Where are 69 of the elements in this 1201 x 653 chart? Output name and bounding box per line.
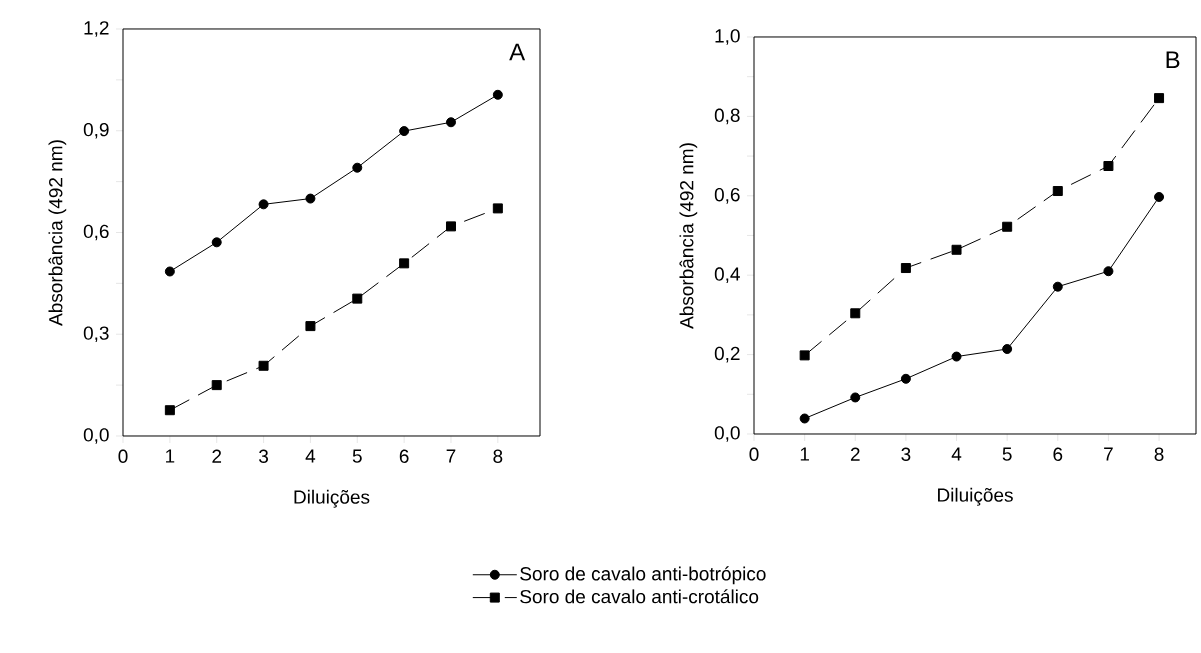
x-tick-label: 2 <box>850 447 860 461</box>
x-tick-label: 0 <box>749 447 759 461</box>
point <box>1103 161 1114 172</box>
point <box>399 126 410 137</box>
point <box>492 203 503 214</box>
point <box>1154 191 1165 202</box>
x-axis-title: Diluições <box>294 489 370 508</box>
point <box>352 293 363 304</box>
point <box>445 117 456 128</box>
point <box>900 263 911 274</box>
y-tick-label: 0,3 <box>83 326 109 343</box>
y-tick-label: 1,0 <box>715 29 740 45</box>
x-axis-title: Diluições <box>938 487 1013 506</box>
legend-label: Soro de cavalo anti-crotálico <box>520 589 759 604</box>
point <box>799 413 810 424</box>
point <box>1002 221 1013 232</box>
y-axis-title: Absorbância (492 nm) <box>679 143 698 329</box>
point <box>1103 266 1114 277</box>
x-tick-label: 6 <box>399 449 409 463</box>
point <box>352 162 363 173</box>
x-tick-label: 0 <box>118 449 128 463</box>
x-tick-label: 4 <box>951 447 962 461</box>
annotation: A <box>509 43 526 61</box>
point <box>211 380 222 391</box>
x-tick-label: 7 <box>446 449 456 463</box>
y-tick-label: 0,0 <box>83 428 109 444</box>
point <box>1052 281 1063 292</box>
point <box>492 89 503 100</box>
x-tick-label: 6 <box>1053 447 1063 461</box>
x-tick-label: 7 <box>1104 447 1113 461</box>
point <box>305 193 316 204</box>
point <box>850 308 861 319</box>
x-tick-label: 1 <box>166 449 175 463</box>
point <box>164 266 175 277</box>
x-tick-label: 1 <box>800 447 809 461</box>
point <box>399 258 410 269</box>
point <box>850 392 861 403</box>
point <box>1052 186 1063 197</box>
y-axis-title: Absorbância (492 nm) <box>48 140 67 326</box>
x-tick-label: 5 <box>1002 447 1012 461</box>
y-tick-label: 1,2 <box>84 21 109 37</box>
y-tick-label: 0,6 <box>714 187 740 204</box>
point <box>799 350 810 361</box>
point <box>305 321 316 332</box>
x-tick-label: 2 <box>212 449 222 463</box>
point <box>951 351 962 362</box>
point <box>1154 93 1165 104</box>
point <box>164 405 175 416</box>
point <box>900 373 911 384</box>
annotation: B <box>1166 51 1180 68</box>
y-tick-label: 0,2 <box>714 346 740 363</box>
y-tick-label: 0,9 <box>83 122 109 139</box>
x-tick-label: 5 <box>352 449 362 463</box>
y-tick-label: 0,4 <box>714 267 740 284</box>
x-tick-label: 3 <box>259 449 269 463</box>
point <box>951 244 962 255</box>
point <box>258 199 269 210</box>
x-tick-label: 3 <box>901 447 911 461</box>
point <box>258 360 269 371</box>
x-tick-label: 8 <box>1154 447 1164 461</box>
point <box>211 237 222 248</box>
point <box>1002 344 1013 355</box>
legend-label: Soro de cavalo anti-botrópico <box>520 566 766 585</box>
point <box>445 221 456 232</box>
y-tick-label: 0,0 <box>714 426 740 442</box>
y-tick-label: 0,6 <box>83 224 109 241</box>
y-tick-label: 0,8 <box>714 108 740 125</box>
x-tick-label: 4 <box>305 449 316 463</box>
x-tick-label: 8 <box>493 449 503 463</box>
